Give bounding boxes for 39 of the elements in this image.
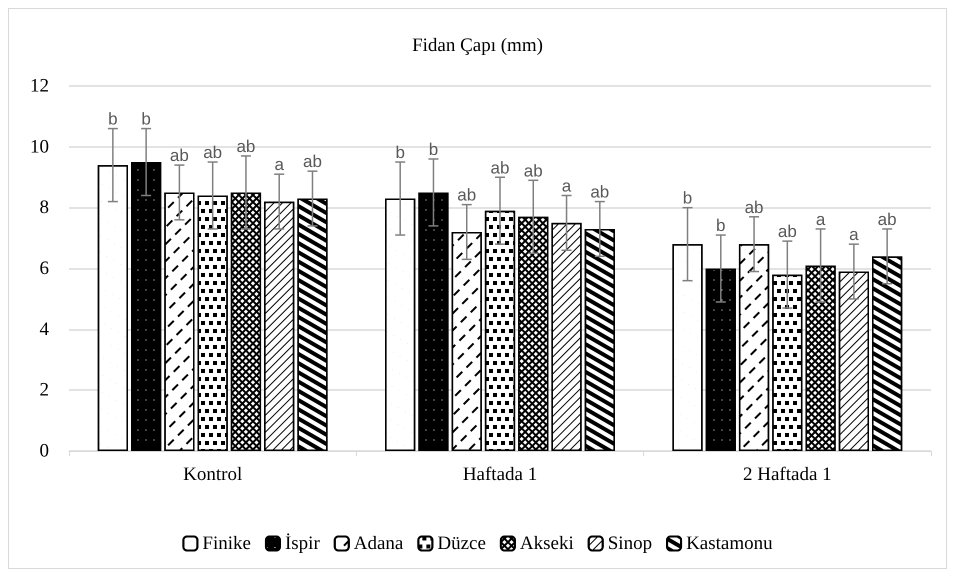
data-label: a: [562, 176, 572, 196]
data-label: b: [682, 188, 692, 208]
legend-label: Finike: [202, 533, 251, 554]
y-tick-label: 8: [40, 197, 49, 218]
data-label: b: [108, 110, 118, 129]
data-label: ab: [236, 136, 256, 156]
x-tick-label: Haftada 1: [462, 464, 538, 485]
y-tick-label: 4: [40, 318, 50, 340]
data-label: ab: [457, 186, 476, 205]
x-tick-label: Kontrol: [183, 464, 242, 485]
legend-label: Düzce: [437, 533, 486, 554]
data-label: a: [849, 225, 860, 244]
data-label: ab: [203, 143, 222, 162]
data-label: ab: [170, 146, 189, 166]
data-label: a: [274, 155, 284, 174]
data-label: b: [141, 110, 151, 129]
y-tick-label: 10: [30, 136, 49, 158]
data-label: b: [716, 216, 726, 236]
data-label: ab: [590, 182, 610, 202]
data-label: b: [395, 143, 405, 162]
y-tick-label: 2: [40, 380, 49, 401]
data-label: b: [428, 140, 438, 159]
data-label: ab: [778, 222, 797, 242]
data-label: a: [816, 210, 826, 229]
data-label: ab: [878, 210, 897, 229]
legend-label: Kastamonu: [686, 533, 774, 554]
data-label: ab: [524, 161, 543, 180]
data-label: ab: [744, 198, 764, 217]
legend-label: Sinop: [608, 533, 652, 554]
y-tick-label: 0: [40, 440, 49, 462]
legend-label: Akseki: [520, 533, 574, 554]
y-tick-label: 6: [40, 258, 49, 279]
x-tick-label: 2 Haftada 1: [743, 464, 832, 485]
y-tick-label: 12: [30, 76, 49, 96]
chart-title: Fidan Çapı (mm): [412, 35, 543, 56]
data-label: ab: [303, 152, 322, 172]
data-label: ab: [490, 158, 510, 178]
legend-label: İspir: [284, 533, 320, 554]
legend-label: Adana: [354, 533, 404, 554]
